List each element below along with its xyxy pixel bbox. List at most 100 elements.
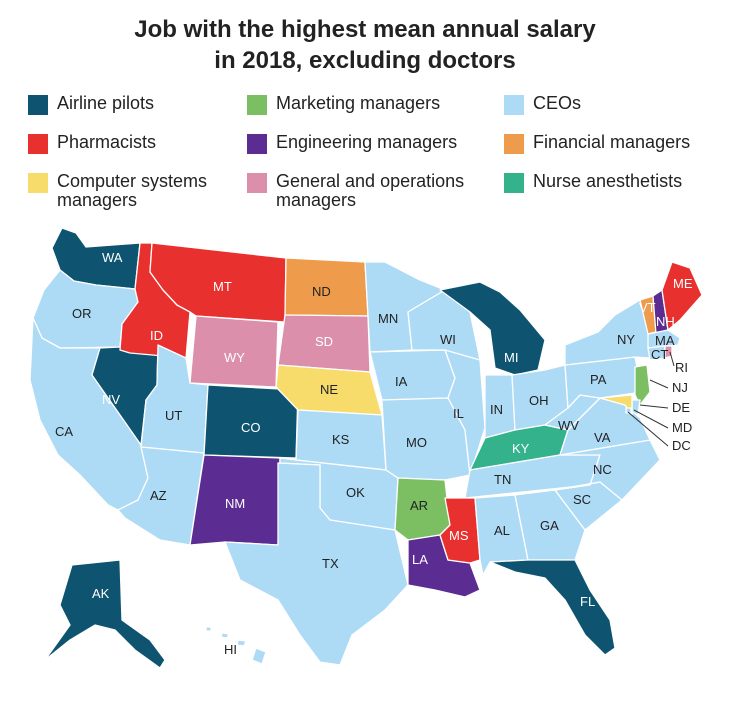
state-label-WI: WI [440, 332, 456, 347]
state-label-OK: OK [346, 485, 365, 500]
legend-item-general-operations-managers: General and operations managers [247, 172, 464, 210]
map-title: Job with the highest mean annual salary … [0, 14, 730, 76]
state-label-HI: HI [224, 642, 237, 657]
state-label-CO: CO [241, 420, 261, 435]
states-layer [29, 227, 703, 669]
state-NC[interactable] [554, 439, 661, 501]
state-label-MI: MI [504, 350, 518, 365]
legend-swatch-ceos [504, 95, 524, 115]
legend-item-financial-managers: Financial managers [504, 133, 690, 154]
state-label-UT: UT [165, 408, 182, 423]
state-label-IA: IA [395, 374, 408, 389]
state-label-NV: NV [102, 392, 120, 407]
state-labels: WA OR CA NV ID MT WY UT CO AZ NM ND SD N… [55, 250, 693, 657]
leader-line-DE [639, 404, 669, 409]
state-label-TX: TX [322, 556, 339, 571]
state-label-MT: MT [213, 279, 232, 294]
state-NY[interactable] [564, 299, 651, 366]
state-label-ME: ME [673, 276, 693, 291]
state-label-NM: NM [225, 496, 245, 511]
legend-label-nurse-anesthetists: Nurse anesthetists [533, 171, 683, 191]
legend-swatch-computer-systems-managers [28, 173, 48, 193]
state-label-DC: DC [672, 438, 691, 453]
state-label-NY: NY [617, 332, 635, 347]
leader-lines [627, 351, 675, 447]
state-IL[interactable] [444, 349, 486, 476]
state-label-OR: OR [72, 306, 92, 321]
state-label-KY: KY [512, 441, 530, 456]
leader-line-DC [627, 411, 669, 447]
state-label-CA: CA [55, 424, 73, 439]
state-label-MN: MN [378, 311, 398, 326]
legend-item-ceos: CEOs [504, 94, 581, 115]
state-IA[interactable] [369, 349, 456, 401]
state-label-MO: MO [406, 435, 427, 450]
title-line-1: Job with the highest mean annual salary [134, 16, 596, 43]
legend-swatch-pharmacists [28, 134, 48, 154]
legend-swatch-engineering-managers [247, 134, 267, 154]
legend-label-marketing-managers: Marketing managers [276, 93, 441, 113]
state-label-MA: MA [655, 333, 675, 348]
legend-swatch-marketing-managers [247, 95, 267, 115]
state-HI-maui[interactable] [236, 639, 247, 647]
title-line-2: in 2018, excluding doctors [214, 47, 516, 74]
state-label-NE: NE [320, 382, 338, 397]
state-label-NJ: NJ [672, 380, 688, 395]
state-label-DE: DE [672, 400, 690, 415]
state-label-AZ: AZ [150, 488, 167, 503]
legend-label-engineering-managers: Engineering managers [276, 132, 458, 152]
state-label-WV: WV [558, 418, 579, 433]
legend-label-general-operations-managers: General and operations managers [276, 171, 465, 210]
legend-item-marketing-managers: Marketing managers [247, 94, 440, 115]
legend-swatch-general-operations-managers [247, 173, 267, 193]
leader-line-NJ [649, 379, 669, 389]
state-label-KS: KS [332, 432, 350, 447]
legend-label-airline-pilots: Airline pilots [57, 93, 155, 113]
state-label-CT: CT [651, 347, 668, 362]
state-label-WY: WY [224, 350, 245, 365]
state-MA[interactable] [647, 329, 681, 349]
state-label-ND: ND [312, 284, 331, 299]
state-label-GA: GA [540, 518, 559, 533]
leader-line-MD [633, 409, 669, 429]
state-MI[interactable] [439, 281, 546, 376]
state-RI[interactable] [664, 345, 673, 359]
state-label-NC: NC [593, 462, 612, 477]
state-label-AK: AK [92, 586, 110, 601]
state-label-AR: AR [410, 498, 428, 513]
state-label-SD: SD [315, 334, 333, 349]
state-HI-kauai[interactable] [205, 626, 212, 632]
state-label-MS: MS [449, 528, 469, 543]
state-label-AL: AL [494, 523, 510, 538]
legend-item-pharmacists: Pharmacists [28, 133, 156, 154]
legend-swatch-nurse-anesthetists [504, 173, 524, 193]
state-label-IL: IL [453, 406, 464, 421]
state-label-VT: VT [639, 300, 656, 315]
state-label-VA: VA [594, 430, 611, 445]
state-label-WA: WA [102, 250, 123, 265]
state-AK[interactable] [44, 559, 166, 669]
state-HI-oahu[interactable] [220, 632, 230, 639]
state-TX[interactable] [224, 462, 409, 666]
state-FL[interactable] [489, 559, 616, 656]
state-HI-big-island[interactable] [251, 647, 267, 665]
state-label-TN: TN [494, 472, 511, 487]
state-NJ[interactable] [634, 364, 651, 406]
legend-item-airline-pilots: Airline pilots [28, 94, 154, 115]
legend-item-computer-systems-managers: Computer systems managers [28, 172, 207, 210]
legend-item-nurse-anesthetists: Nurse anesthetists [504, 172, 682, 193]
state-label-FL: FL [580, 594, 595, 609]
legend-label-computer-systems-managers: Computer systems managers [57, 171, 208, 210]
state-label-PA: PA [590, 372, 607, 387]
legend-swatch-financial-managers [504, 134, 524, 154]
state-label-ID: ID [150, 328, 163, 343]
state-label-IN: IN [490, 402, 503, 417]
state-DC[interactable] [625, 407, 632, 414]
state-label-RI: RI [675, 360, 688, 375]
leader-line-RI [669, 351, 675, 367]
state-label-NH: NH [656, 314, 675, 329]
state-label-SC: SC [573, 492, 591, 507]
legend-label-pharmacists: Pharmacists [57, 132, 157, 152]
state-label-OH: OH [529, 393, 549, 408]
